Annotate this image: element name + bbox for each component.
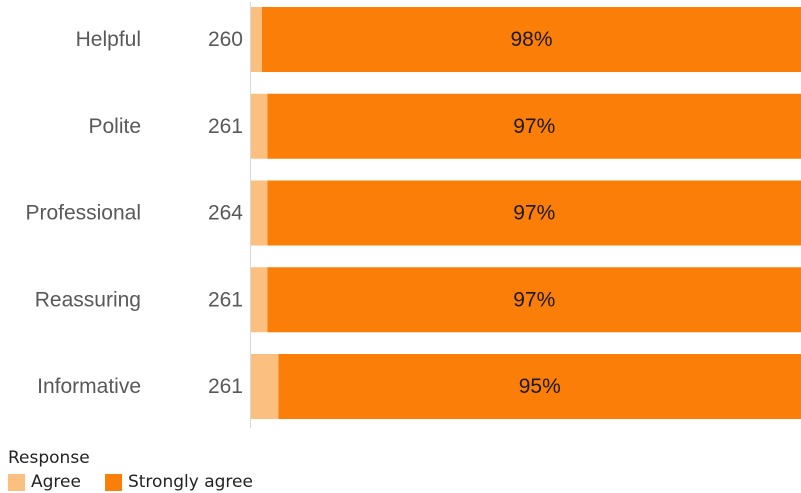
legend-label-agree: Agree bbox=[31, 472, 81, 492]
count-label-polite: 261 bbox=[208, 115, 243, 138]
bars-layer bbox=[251, 7, 801, 419]
legend-item-strongly-agree: Strongly agree bbox=[104, 472, 253, 492]
data-label-reassuring: 97% bbox=[513, 288, 555, 311]
data-label-polite: 97% bbox=[513, 115, 555, 138]
data-label-helpful: 98% bbox=[510, 28, 552, 51]
bar-strongly-agree-reassuring bbox=[267, 267, 801, 333]
bar-strongly-agree-polite bbox=[267, 93, 801, 159]
bar-strongly-agree-professional bbox=[267, 180, 801, 246]
legend-swatch-agree bbox=[8, 473, 25, 491]
category-label-polite: Polite bbox=[88, 115, 141, 138]
bar-agree-professional bbox=[251, 180, 268, 246]
bar-strongly-agree-helpful bbox=[262, 7, 801, 72]
data-label-informative: 95% bbox=[519, 375, 561, 398]
category-label-reassuring: Reassuring bbox=[35, 288, 141, 311]
bar-agree-reassuring bbox=[251, 267, 268, 333]
bar-agree-polite bbox=[251, 93, 268, 159]
stacked-bar-chart: Helpful 260 98% Polite 261 97% Professional 264… bbox=[25, 2, 801, 428]
legend-items: Agree Strongly agree bbox=[8, 472, 277, 492]
bar-agree-informative bbox=[251, 354, 279, 419]
legend-title: Response bbox=[8, 448, 90, 468]
labels-layer: Helpful 260 98% Polite 261 97% Professional 264… bbox=[25, 28, 560, 398]
category-label-informative: Informative bbox=[37, 375, 141, 398]
count-label-reassuring: 261 bbox=[208, 288, 243, 311]
legend-label-strongly-agree: Strongly agree bbox=[127, 472, 253, 492]
category-label-professional: Professional bbox=[25, 202, 141, 225]
category-label-helpful: Helpful bbox=[76, 28, 141, 51]
legend-swatch-strongly-agree bbox=[104, 473, 122, 491]
count-label-helpful: 260 bbox=[208, 28, 243, 51]
count-label-informative: 261 bbox=[208, 375, 243, 398]
bar-strongly-agree-informative bbox=[278, 354, 801, 419]
count-label-professional: 264 bbox=[208, 202, 243, 225]
legend-item-agree: Agree bbox=[8, 472, 81, 492]
bar-agree-helpful bbox=[251, 7, 262, 72]
data-label-professional: 97% bbox=[513, 202, 555, 225]
legend: Response Agree Strongly agree bbox=[8, 448, 277, 492]
